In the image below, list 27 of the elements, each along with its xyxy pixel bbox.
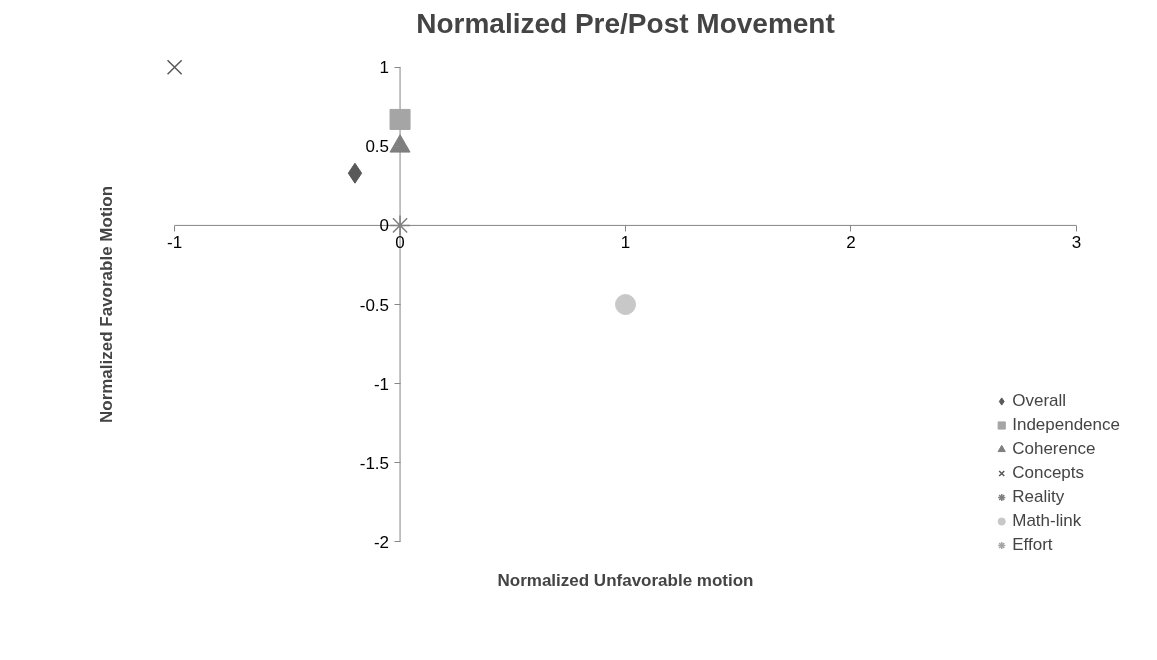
y-tick-label: 0.5 (365, 137, 390, 157)
point (347, 162, 363, 184)
legend-label: Reality (1012, 487, 1065, 507)
point (615, 294, 636, 315)
y-tick-label: -2 (373, 532, 390, 552)
legend-label: Effort (1012, 535, 1053, 555)
point (389, 214, 411, 237)
x-tick-label: 3 (1071, 233, 1082, 253)
legend-label: Independence (1012, 415, 1120, 435)
legend-label: Math-link (1012, 511, 1082, 531)
x-tick-label: -1 (167, 233, 183, 253)
legend-label: Concepts (1012, 463, 1085, 483)
y-tick-label: 1 (379, 58, 390, 78)
x-tick-label: 2 (846, 233, 856, 253)
y-tick-label: -0.5 (359, 295, 390, 315)
y-tick-label: 0 (379, 216, 390, 236)
y-tick-label: -1.5 (359, 453, 390, 473)
x-tick-label: 1 (620, 233, 631, 253)
y-tick-label: -1 (373, 374, 390, 394)
point (166, 59, 183, 76)
chart-title: Normalized Pre/Post Movement (416, 7, 835, 39)
x-tick-label: 0 (395, 233, 405, 253)
y-axis-title: Normalized Favorable Motion (96, 185, 116, 424)
point (389, 108, 411, 130)
x-axis-title: Normalized Unfavorable motion (497, 570, 754, 590)
legend-label: Overall (1012, 391, 1067, 411)
legend-label: Coherence (1012, 439, 1096, 459)
